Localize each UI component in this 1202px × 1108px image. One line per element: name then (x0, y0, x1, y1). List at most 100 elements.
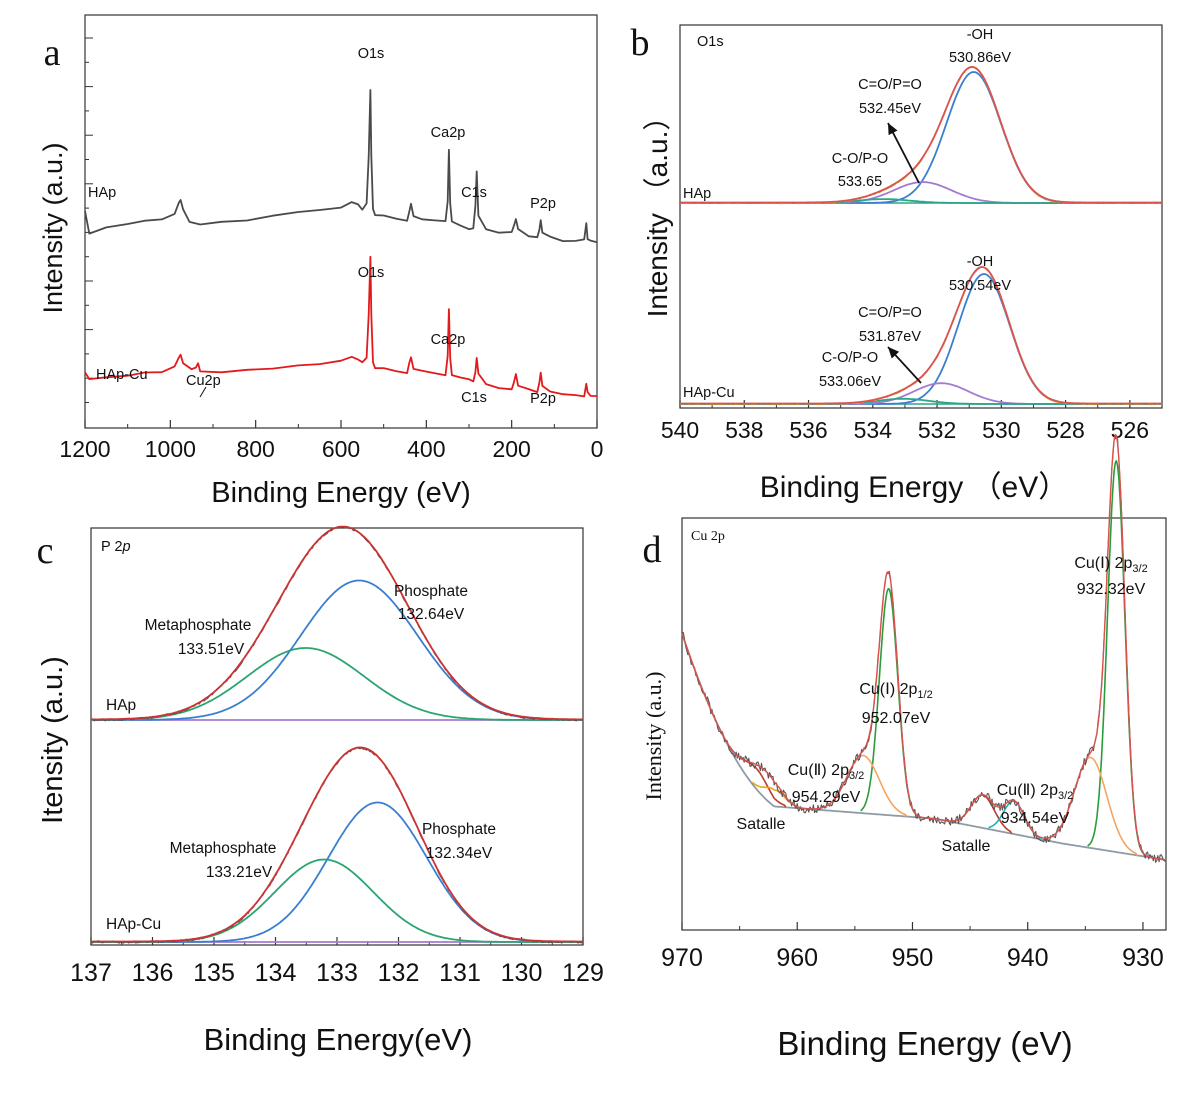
annotation-a: O1s (358, 265, 385, 281)
annotation-d: Satalle (942, 838, 991, 855)
x-axis-label-d: Binding Energy (eV) (777, 1025, 1072, 1062)
x-tick-label-d: 950 (892, 944, 934, 972)
x-axis-label-a: Binding Energy (eV) (211, 477, 471, 509)
component-d (1087, 459, 1147, 858)
annotation-cu2-2p32-b-value: 934.54eV (1001, 810, 1070, 827)
annotation-c: Phosphate (394, 583, 468, 600)
series-line-HAp (84, 89, 598, 244)
plot-frame-d (681, 517, 1167, 931)
envelope-HAp-Cu (91, 746, 583, 943)
x-tick-label-c: 132 (378, 959, 420, 987)
component-HAp-Cu (680, 382, 1162, 405)
x-tick-label-b: 528 (1046, 417, 1084, 443)
annotation-b: HAp-Cu (683, 385, 735, 401)
x-tick-label-d: 940 (1007, 944, 1049, 972)
envelope-d (681, 433, 1167, 861)
x-tick-label-c: 136 (132, 959, 174, 987)
envelope-HAp (680, 66, 1162, 204)
annotation-a: HAp (88, 185, 116, 201)
annotation-a: Cu2p (186, 373, 221, 389)
annotation-cu2-2p32-a: Cu(Ⅱ) 2p3/2 (788, 762, 865, 782)
annotation-b: C-O/P-O (832, 151, 888, 167)
cu2p-pointer (199, 386, 207, 398)
annotation-b: 531.87eV (859, 329, 921, 345)
y-axis-label-c: Itensity (a.u.) (37, 656, 69, 824)
y-axis-label-b: Intensity （a.u.） (642, 103, 673, 318)
annotation-c: 132.64eV (398, 606, 465, 623)
arrow-b2-head (888, 347, 900, 359)
panel-letter-a: a (44, 32, 61, 74)
component-d (751, 781, 798, 809)
x-tick-label-b: 540 (661, 417, 699, 443)
annotation-b: -OH (967, 27, 994, 43)
y-axis-label-a: Intensity (a.u.) (38, 142, 68, 313)
x-tick-label-a: 200 (492, 436, 530, 462)
y-axis-label-d: Intensity (a.u.) (641, 672, 666, 801)
x-axis-label-c: Binding Energy(eV) (204, 1022, 473, 1057)
annotation-b: C=O/P=O (858, 305, 922, 321)
annotation-a: C1s (461, 185, 487, 201)
envelope-HAp-Cu (680, 266, 1162, 405)
x-tick-label-a: 1200 (59, 436, 110, 462)
panel-letter-b: b (631, 22, 650, 64)
x-axis-label-b: Binding Energy （eV） (760, 471, 1069, 504)
annotation-c: Metaphosphate (170, 840, 277, 857)
component-HAp (680, 181, 1162, 204)
annotation-c: 133.51eV (178, 641, 245, 658)
component-d (860, 587, 919, 818)
x-tick-label-d: 930 (1122, 944, 1164, 972)
arrow-b1 (887, 122, 920, 184)
x-tick-label-c: 134 (255, 959, 297, 987)
component-HAp-Cu (91, 858, 583, 943)
title-b: O1s (697, 34, 724, 50)
annotation-cu1-2p12-value: 952.07eV (862, 710, 931, 727)
arrow-b1-head (888, 123, 898, 136)
annotation-b: C=O/P=O (858, 77, 922, 93)
series-line-HAp-Cu (84, 255, 598, 398)
x-tick-label-a: 1000 (145, 436, 196, 462)
x-tick-label-b: 534 (854, 417, 893, 443)
x-tick-label-c: 137 (70, 959, 112, 987)
annotation-b: 530.86eV (949, 50, 1011, 66)
annotation-b: C-O/P-O (822, 350, 878, 366)
title-d: Cu 2p (691, 529, 725, 544)
plot-frame-b (679, 24, 1163, 409)
annotation-b: -OH (967, 254, 994, 270)
component-HAp (91, 647, 583, 721)
annotation-c: HAp-Cu (106, 916, 161, 933)
annotation-a: Ca2p (431, 332, 466, 348)
annotation-a: C1s (461, 390, 487, 406)
raw-HAp-Cu (90, 746, 584, 944)
annotation-a: HAp-Cu (96, 367, 148, 383)
x-tick-label-d: 970 (661, 944, 703, 972)
annotation-cu2-2p32-b: Cu(Ⅱ) 2p3/2 (997, 782, 1074, 802)
annotation-cu1-2p12: Cu(Ⅰ) 2p1/2 (859, 681, 932, 701)
annotation-b: 532.45eV (859, 101, 921, 117)
x-tick-label-b: 536 (789, 417, 827, 443)
x-tick-label-d: 960 (776, 944, 818, 972)
annotation-a: P2p (530, 391, 556, 407)
component-HAp-Cu (91, 801, 583, 943)
x-tick-label-c: 135 (193, 959, 235, 987)
annotation-b: 530.54eV (949, 278, 1011, 294)
raw-d (681, 435, 1167, 863)
component-HAp (91, 579, 583, 721)
annotation-b: HAp (683, 186, 711, 202)
title-c: P 2p (101, 539, 131, 555)
annotation-d: Satalle (737, 816, 786, 833)
x-tick-label-c: 131 (439, 959, 481, 987)
plot-frame-a (84, 14, 598, 429)
x-tick-label-a: 0 (591, 436, 604, 462)
annotation-a: Ca2p (431, 125, 466, 141)
x-tick-label-c: 133 (316, 959, 358, 987)
x-tick-label-a: 800 (236, 436, 274, 462)
x-tick-label-a: 400 (407, 436, 445, 462)
x-tick-label-c: 129 (562, 959, 604, 987)
x-tick-label-b: 538 (725, 417, 763, 443)
annotation-b: 533.06eV (819, 374, 881, 390)
x-tick-label-b: 530 (982, 417, 1020, 443)
panel-letter-d: d (643, 529, 662, 571)
annotation-c: 133.21eV (206, 864, 273, 881)
x-tick-label-b: 532 (918, 417, 956, 443)
